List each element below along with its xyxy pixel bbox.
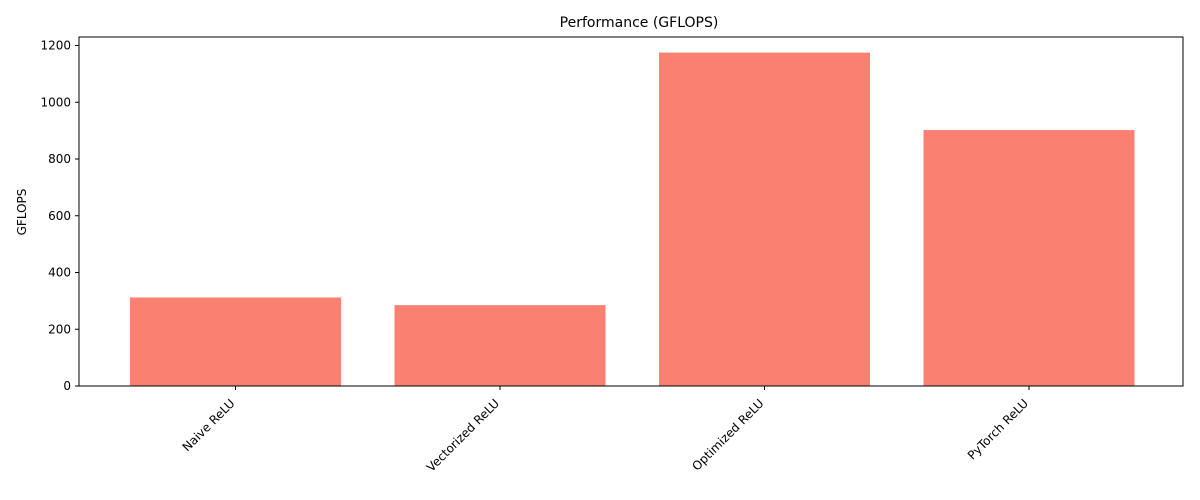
y-tick-label: 600 xyxy=(48,209,71,223)
x-tick-label: Optimized ReLU xyxy=(689,396,766,473)
y-tick-label: 1000 xyxy=(40,95,71,109)
bars xyxy=(130,52,1135,387)
y-tick-label: 0 xyxy=(63,379,71,393)
bar xyxy=(130,297,341,386)
x-axis-ticks: Naive ReLU Vectorized ReLU Optimized ReLU P… xyxy=(180,386,1031,475)
y-axis-ticks: 0 200 400 600 800 1000 1200 xyxy=(40,39,79,393)
x-tick-label: Vectorized ReLU xyxy=(424,396,502,474)
y-tick-label: 1200 xyxy=(40,39,71,53)
x-tick-label: Naive ReLU xyxy=(180,396,238,454)
y-tick-label: 800 xyxy=(48,152,71,166)
y-axis-label: GFLOPS xyxy=(15,189,29,236)
bar xyxy=(923,130,1135,386)
chart-title: Performance (GFLOPS) xyxy=(560,15,719,31)
bar xyxy=(659,52,870,387)
x-tick-label: PyTorch ReLU xyxy=(965,396,1031,462)
y-tick-label: 400 xyxy=(48,266,71,280)
y-tick-label: 200 xyxy=(48,322,71,336)
plot-frame xyxy=(78,36,1184,387)
bar xyxy=(394,305,606,386)
